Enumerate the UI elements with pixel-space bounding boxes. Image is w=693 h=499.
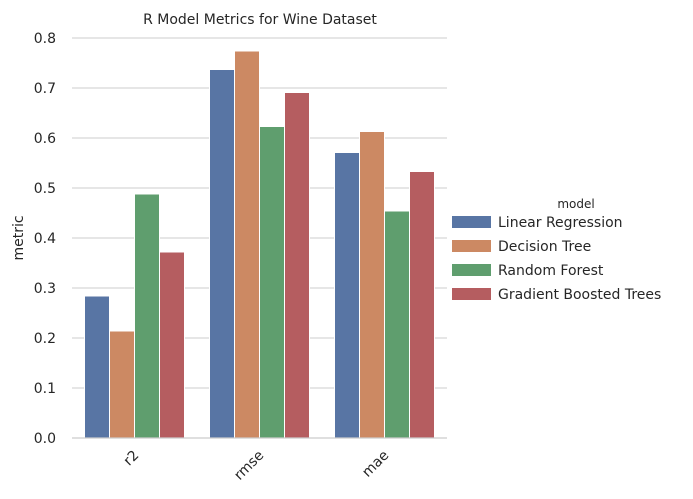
y-axis-label: metric [11, 215, 27, 260]
legend-swatch [452, 264, 491, 276]
bars [84, 50, 435, 439]
legend-swatch [452, 288, 491, 300]
bar-linear-regression-rmse [209, 69, 235, 439]
legend-title: model [557, 197, 594, 211]
legend-entry: Linear Regression [498, 215, 623, 231]
y-tick-label: 0.6 [34, 131, 56, 147]
bar-decision-tree-r2 [109, 330, 135, 439]
bar-decision-tree-rmse [234, 50, 260, 439]
legend-swatch [452, 216, 491, 228]
bar-linear-regression-r2 [84, 295, 110, 439]
y-tick-label: 0.8 [34, 31, 56, 47]
y-tick-label: 0.0 [34, 431, 56, 447]
x-tick-label: rmse [231, 448, 267, 484]
legend-swatch [452, 240, 491, 252]
legend-entry: Decision Tree [498, 239, 591, 255]
bar-gradient-boosted-trees-rmse [284, 92, 310, 439]
bar-random-forest-mae [384, 210, 410, 439]
y-axis-ticks: 0.0 0.1 0.2 0.3 0.4 0.5 0.6 0.7 0.8 [34, 31, 56, 447]
bar-decision-tree-mae [359, 131, 385, 439]
bar-random-forest-rmse [259, 126, 285, 439]
x-tick-label: mae [359, 448, 392, 481]
y-tick-label: 0.7 [34, 81, 56, 97]
bar-random-forest-r2 [134, 193, 160, 439]
y-tick-label: 0.4 [34, 231, 56, 247]
legend: model Linear Regression Decision Tree Rand… [452, 197, 661, 303]
legend-entry: Random Forest [498, 263, 604, 279]
y-tick-label: 0.1 [34, 381, 56, 397]
y-tick-label: 0.5 [34, 181, 56, 197]
y-tick-label: 0.3 [34, 281, 56, 297]
chart-title: R Model Metrics for Wine Dataset [143, 12, 377, 28]
bar-gradient-boosted-trees-mae [409, 171, 435, 439]
bar-gradient-boosted-trees-r2 [159, 251, 185, 439]
x-axis-ticks: r2 rmse mae [121, 448, 393, 484]
legend-entry: Gradient Boosted Trees [498, 287, 661, 303]
x-tick-label: r2 [121, 448, 143, 470]
bar-linear-regression-mae [334, 152, 360, 439]
y-tick-label: 0.2 [34, 331, 56, 347]
